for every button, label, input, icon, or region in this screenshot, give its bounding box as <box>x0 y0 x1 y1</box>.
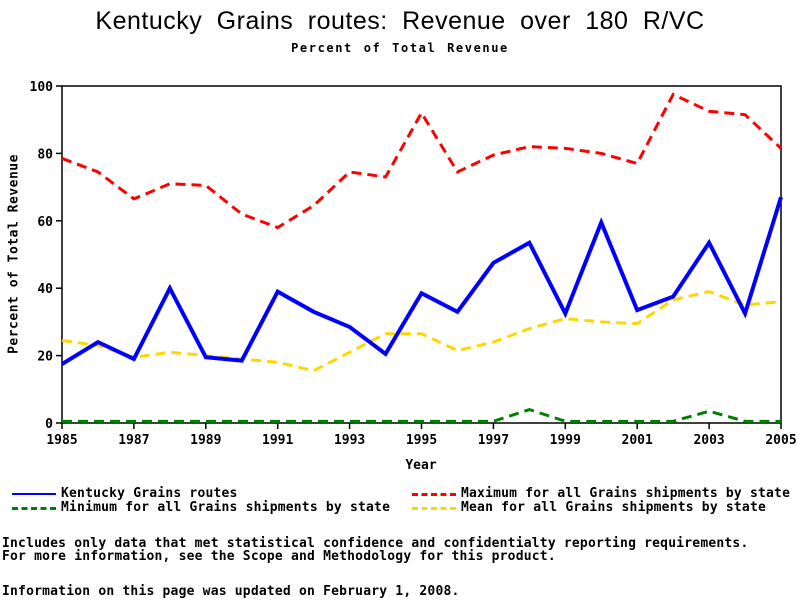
legend-item-kentucky-grains-routes: Kentucky Grains routes <box>12 486 238 501</box>
legend-label: Maximum for all Grains shipments by stat… <box>461 486 791 501</box>
legend-line-sample <box>412 507 456 510</box>
x-tick-label: 1997 <box>478 433 509 448</box>
y-tick-label: 60 <box>37 215 53 230</box>
y-tick-label: 80 <box>37 147 53 162</box>
y-axis-label: Percent of Total Revenue <box>6 154 22 354</box>
y-tick-label: 20 <box>37 350 53 365</box>
line-chart: 0 20 40 60 80 100 1985 1987 1989 1991 1993 1995 1997… <box>30 80 797 448</box>
series-line-kentucky-grains-routes <box>60 196 783 366</box>
x-tick-label: 2003 <box>693 433 724 448</box>
series-line-maximum-for-all-grains-shipments-by-state <box>61 92 783 230</box>
series-line-minimum-for-all-grains-shipments-by-state <box>62 407 781 423</box>
footnote-line-2: For more information, see the Scope and … <box>2 549 556 564</box>
legend-label: Kentucky Grains routes <box>61 486 238 501</box>
legend-label: Mean for all Grains shipments by state <box>461 500 767 515</box>
x-tick-label: 2005 <box>765 433 796 448</box>
plot-frame <box>61 85 782 424</box>
x-tick-label: 1991 <box>262 433 293 448</box>
x-tick-label: 1987 <box>118 433 149 448</box>
chart-title: Kentucky Grains routes: Revenue over 180… <box>95 7 705 35</box>
x-tick-label: 1999 <box>550 433 581 448</box>
legend-item-minimum: Minimum for all Grains shipments by stat… <box>12 500 390 515</box>
legend-line-sample <box>12 507 56 510</box>
x-tick-label: 1989 <box>190 433 221 448</box>
y-tick-label: 0 <box>45 417 53 432</box>
x-tick-label: 1985 <box>46 433 77 448</box>
y-tick-label: 40 <box>37 282 53 297</box>
x-tick-label: 1993 <box>334 433 365 448</box>
legend-line-sample <box>12 493 56 495</box>
legend-label: Minimum for all Grains shipments by stat… <box>61 500 391 515</box>
series-line-mean-for-all-grains-shipments-by-state <box>61 290 782 373</box>
legend-item-maximum: Maximum for all Grains shipments by stat… <box>412 486 790 501</box>
x-axis-label: Year <box>405 458 437 473</box>
footnote-updated: Information on this page was updated on … <box>2 584 460 599</box>
legend-line-sample <box>412 493 456 496</box>
legend-item-mean: Mean for all Grains shipments by state <box>412 500 766 515</box>
chart-subtitle: Percent of Total Revenue <box>291 41 509 55</box>
x-tick-label: 1995 <box>406 433 437 448</box>
footnote-line-1: Includes only data that met statistical … <box>2 536 749 551</box>
y-tick-label: 100 <box>30 80 54 95</box>
x-tick-label: 2001 <box>622 433 653 448</box>
